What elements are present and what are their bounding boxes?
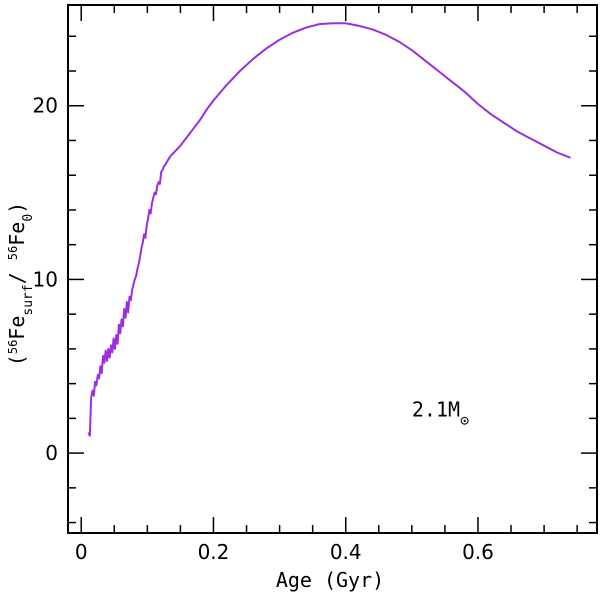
y-label-num-sup: 56	[6, 340, 20, 354]
plot-frame	[67, 4, 598, 534]
x-tick-label: 0.6	[462, 540, 494, 564]
mass-annotation: 2.1M⊙	[412, 398, 469, 430]
series-line	[87, 22, 571, 437]
y-tick-label: 10	[33, 267, 58, 291]
tick-labels: 0 0.2 0.4 0.6 0 10 20	[33, 94, 494, 564]
y-label-slash: /	[5, 260, 29, 284]
y-label-den-sup: 56	[6, 246, 20, 260]
y-label-open: (	[5, 354, 29, 366]
y-label-close: )	[5, 202, 29, 214]
y-tick-label: 0	[45, 441, 58, 465]
y-label-num-sub: surf	[21, 284, 36, 315]
x-axis-label: Age (Gyr)	[276, 568, 384, 592]
x-tick-label: 0.2	[198, 540, 230, 564]
sun-symbol-icon: ⊙	[460, 412, 469, 430]
x-tick-label: 0	[75, 540, 88, 564]
y-label-den-base: Fe	[5, 222, 29, 246]
y-tick-label: 20	[33, 94, 58, 118]
axis-ticks	[68, 5, 597, 533]
x-tick-label: 0.4	[330, 540, 362, 564]
y-axis-label: (56Fesurf/ 56Fe0)	[5, 202, 36, 366]
y-label-den-sub: 0	[21, 214, 36, 222]
y-label-num-base: Fe	[5, 316, 29, 340]
mass-annotation-text: 2.1M	[412, 398, 460, 422]
series-group	[87, 22, 571, 437]
